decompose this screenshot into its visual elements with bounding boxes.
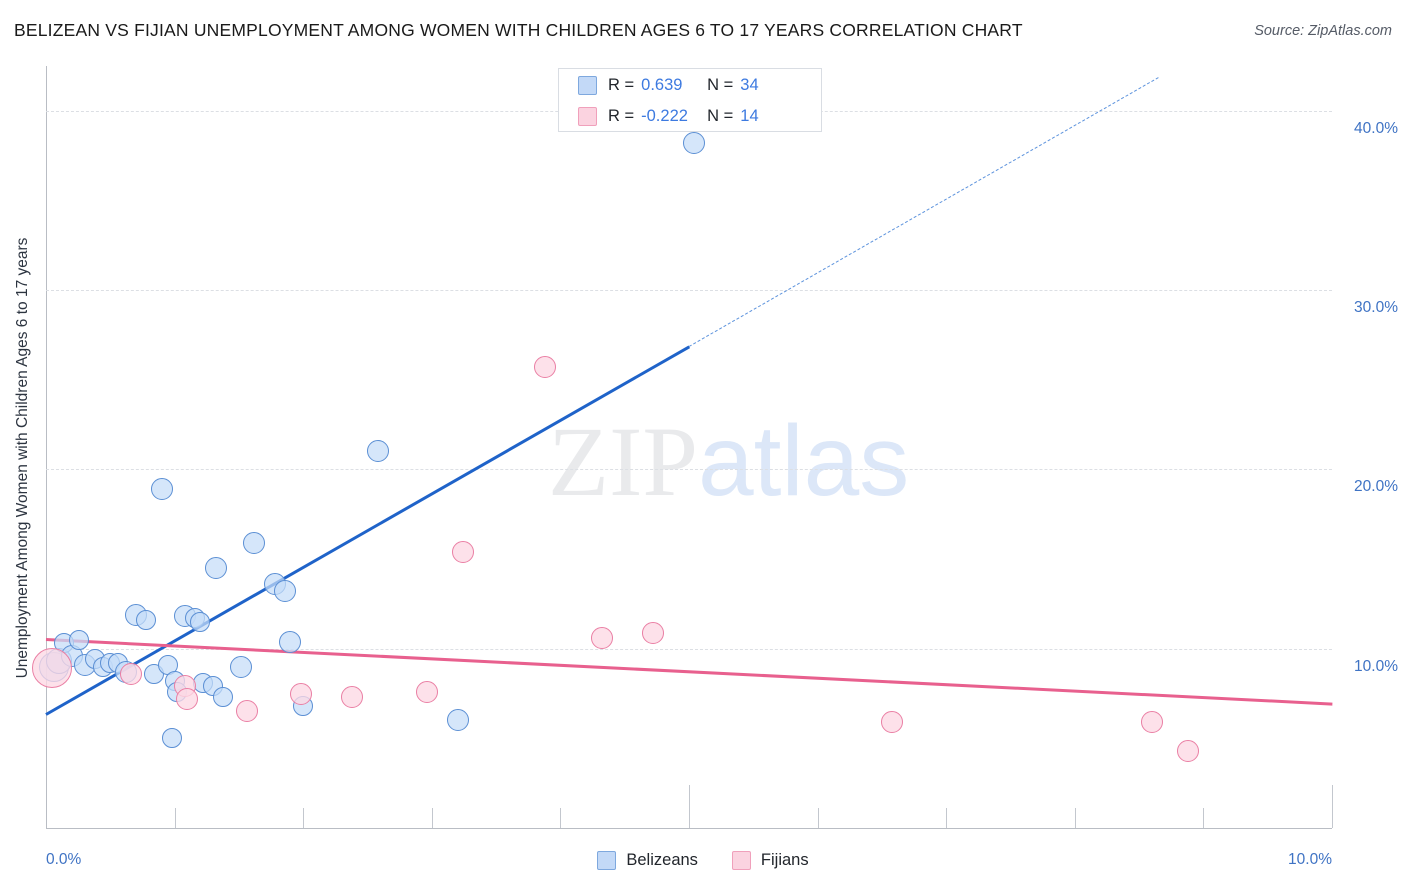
data-point-fijians[interactable] <box>415 680 438 703</box>
series-legend: Belizeans Fijians <box>0 851 1406 870</box>
legend-r-value-belizeans: 0.639 <box>641 75 683 94</box>
correlation-stats-legend: R = 0.639 N = 34 R = -0.222 N = 14 <box>558 68 822 132</box>
series-label-fijians: Fijians <box>760 851 809 869</box>
x-axis-tick <box>689 785 690 828</box>
data-point-belizeans[interactable] <box>446 709 469 732</box>
watermark-atlas: atlas <box>698 405 910 517</box>
data-point-belizeans[interactable] <box>69 629 90 650</box>
x-axis-min-label: 0.0% <box>46 851 82 868</box>
x-axis-tick <box>560 808 562 828</box>
y-axis-tick-label: 10.0% <box>1354 657 1398 675</box>
data-point-belizeans[interactable] <box>366 440 389 463</box>
data-point-belizeans[interactable] <box>136 610 157 631</box>
data-point-fijians[interactable] <box>235 700 258 723</box>
data-point-belizeans[interactable] <box>150 478 173 501</box>
data-point-fijians[interactable] <box>176 687 199 710</box>
legend-n-value-belizeans: 34 <box>740 75 759 94</box>
data-point-fijians[interactable] <box>590 626 613 649</box>
x-axis-tick <box>174 808 176 828</box>
data-point-fijians[interactable] <box>1176 739 1199 762</box>
x-axis-tick <box>946 808 948 828</box>
y-axis-line <box>46 66 47 828</box>
data-point-belizeans[interactable] <box>230 655 253 678</box>
data-point-fijians[interactable] <box>289 682 312 705</box>
data-point-fijians[interactable] <box>341 686 364 709</box>
legend-r-label-fijians: R = <box>608 106 635 125</box>
legend-swatch-fijians <box>578 106 597 126</box>
x-axis-tick <box>817 808 819 828</box>
data-point-belizeans[interactable] <box>213 687 234 708</box>
data-point-belizeans[interactable] <box>683 132 706 155</box>
data-point-fijians[interactable] <box>1140 711 1163 734</box>
legend-row-belizeans: R = 0.639 N = 34 <box>559 69 821 101</box>
legend-item-fijians[interactable]: Fijians <box>731 851 809 870</box>
plot-area: ZIPatlas <box>32 66 1333 828</box>
x-axis-tick <box>431 808 433 828</box>
x-axis-line <box>46 828 1332 829</box>
watermark-zip: ZIP <box>548 406 698 517</box>
page-title: BELIZEAN VS FIJIAN UNEMPLOYMENT AMONG WO… <box>14 20 1023 40</box>
x-axis-tick <box>1074 808 1076 828</box>
legend-row-fijians: R = -0.222 N = 14 <box>559 100 821 132</box>
legend-item-belizeans[interactable]: Belizeans <box>597 851 698 870</box>
series-swatch-fijians <box>731 851 751 870</box>
gridline <box>46 290 1332 292</box>
y-axis-tick-label: 30.0% <box>1354 299 1398 317</box>
data-point-fijians[interactable] <box>119 662 142 685</box>
zipatlas-watermark: ZIPatlas <box>548 404 909 519</box>
x-axis-tick <box>1332 785 1333 828</box>
y-axis-tick-label: 20.0% <box>1354 478 1398 496</box>
legend-r-label-belizeans: R = <box>608 75 635 94</box>
gridline <box>46 469 1332 471</box>
data-point-fijians[interactable] <box>32 648 73 689</box>
legend-n-label-belizeans: N = <box>707 75 734 94</box>
legend-n-value-fijians: 14 <box>740 106 759 125</box>
legend-swatch-belizeans <box>578 75 597 95</box>
series-swatch-belizeans <box>597 851 617 870</box>
source-label: Source: ZipAtlas.com <box>1254 23 1392 39</box>
legend-n-label-fijians: N = <box>707 106 734 125</box>
data-point-fijians[interactable] <box>451 540 474 563</box>
x-axis-tick <box>303 808 305 828</box>
data-point-belizeans[interactable] <box>204 557 227 580</box>
series-label-belizeans: Belizeans <box>626 851 698 869</box>
y-axis-tick-label: 40.0% <box>1354 119 1398 137</box>
data-point-belizeans[interactable] <box>162 728 183 749</box>
data-point-belizeans[interactable] <box>190 611 211 632</box>
trendline-belizeans <box>45 345 690 717</box>
data-point-belizeans[interactable] <box>279 630 302 653</box>
x-axis-max-label: 10.0% <box>1288 851 1332 868</box>
data-point-fijians[interactable] <box>881 711 904 734</box>
data-point-belizeans[interactable] <box>274 580 297 603</box>
y-axis-title: Unemployment Among Women with Children A… <box>14 237 31 679</box>
legend-r-value-fijians: -0.222 <box>641 106 688 125</box>
data-point-fijians[interactable] <box>641 621 664 644</box>
x-axis-tick <box>1203 808 1205 828</box>
data-point-belizeans[interactable] <box>243 531 266 554</box>
data-point-fijians[interactable] <box>533 356 556 379</box>
gridline <box>46 648 1332 650</box>
